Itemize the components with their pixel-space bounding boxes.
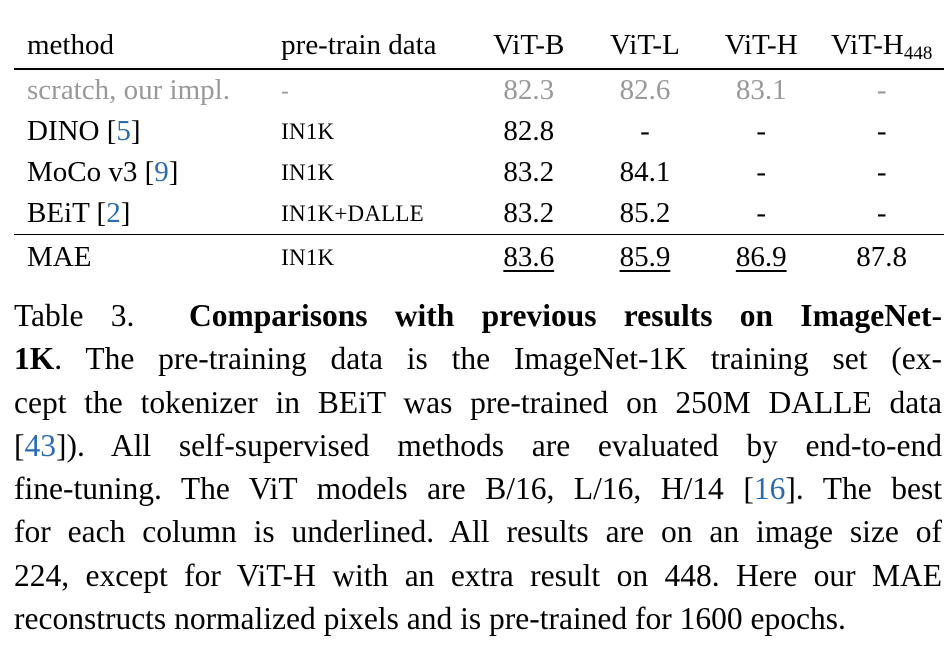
header-vit-h: ViT-H xyxy=(724,28,798,61)
caption-line: for each column is underlined. All resul… xyxy=(14,514,942,550)
caption-line: 1K. The pre-training data is the ImageNe… xyxy=(14,337,942,380)
vit-l-cell: 84.1 xyxy=(619,156,671,188)
citation-link[interactable]: 5 xyxy=(116,115,131,147)
caption-title-cont: 1K xyxy=(14,341,55,377)
vit-h-cell: - xyxy=(756,197,767,229)
best-value-underlined: 83.6 xyxy=(503,240,555,273)
citation-bracket: ] xyxy=(130,115,141,147)
vit-h448-cell: - xyxy=(876,156,887,188)
caption-line: reconstructs normalized pixels and is pr… xyxy=(14,601,846,637)
method-name: MoCo v3 [ xyxy=(27,156,155,188)
caption-text: fine-tuning. The ViT models are B/16, L/… xyxy=(14,471,754,507)
data-cell: IN1K+DALLE xyxy=(281,201,424,226)
vit-b-cell: 83.6 xyxy=(471,235,587,280)
method-cell: BEiT [2] xyxy=(14,193,281,235)
citation-link[interactable]: 9 xyxy=(154,156,169,188)
best-value-underlined: 85.9 xyxy=(619,240,671,273)
caption-text: . The pre-training data is the ImageNet-… xyxy=(54,341,942,377)
method-cell: MAE xyxy=(27,240,92,273)
table-row: DINO [5] IN1K 82.8 - - - xyxy=(14,111,944,152)
citation-bracket: ] xyxy=(168,156,179,188)
method-cell: scratch, our impl. xyxy=(27,74,230,106)
table-row-mae: MAE IN1K 83.6 85.9 86.9 87.8 xyxy=(14,235,944,280)
vit-l-cell: 82.6 xyxy=(619,74,671,106)
vit-l-cell: - xyxy=(640,115,650,147)
caption-line: 224, except for ViT-H with an extra resu… xyxy=(14,557,942,593)
table-row: MoCo v3 [9] IN1K 83.2 84.1 - - xyxy=(14,152,944,193)
vit-h448-cell: 87.8 xyxy=(856,240,908,273)
header-vit-b: ViT-B xyxy=(493,28,565,61)
vit-b-cell: 82.8 xyxy=(503,115,555,147)
method-cell: MoCo v3 [9] xyxy=(14,152,281,193)
table-row: scratch, our impl. - 82.3 82.6 83.1 - xyxy=(14,69,944,111)
caption-text: [ xyxy=(14,427,25,463)
vit-l-cell: 85.2 xyxy=(619,197,671,229)
best-value-underlined: 86.9 xyxy=(735,240,787,273)
data-cell: IN1K xyxy=(281,160,335,185)
vit-b-cell: 83.2 xyxy=(503,197,555,229)
citation-link[interactable]: 16 xyxy=(753,471,786,507)
caption-text: ]. The best xyxy=(785,471,942,507)
data-cell: IN1K xyxy=(281,244,335,270)
vit-b-cell: 82.3 xyxy=(503,74,555,106)
table-caption: Table 3. Comparisons with previous resul… xyxy=(14,294,942,640)
vit-h-cell: 86.9 xyxy=(703,235,819,280)
citation-bracket: ] xyxy=(120,197,131,229)
method-cell: DINO [5] xyxy=(14,111,281,152)
data-cell: - xyxy=(281,78,290,103)
header-vit-h448-main: ViT-H xyxy=(830,28,904,61)
table-row: BEiT [2] IN1K+DALLE 83.2 85.2 - - xyxy=(14,193,944,235)
vit-h-cell: - xyxy=(756,115,767,147)
vit-h-cell: - xyxy=(756,156,767,188)
vit-h448-cell: - xyxy=(876,197,887,229)
caption-line: [43]). All self-supervised methods are e… xyxy=(14,424,942,467)
caption-line: Table 3. Comparisons with previous resul… xyxy=(14,294,942,337)
header-pretrain-data: pre-train data xyxy=(281,28,437,61)
method-name: BEiT [ xyxy=(27,197,107,229)
header-method: method xyxy=(27,28,114,61)
caption-line: fine-tuning. The ViT models are B/16, L/… xyxy=(14,467,942,510)
header-vit-h448-sub: 448 xyxy=(903,42,933,64)
vit-h-cell: 83.1 xyxy=(735,74,787,106)
caption-text: ]). All self-supervised methods are eval… xyxy=(56,427,942,463)
vit-b-cell: 83.2 xyxy=(503,156,555,188)
vit-l-cell: 85.9 xyxy=(587,235,703,280)
header-vit-h448: ViT-H448 xyxy=(819,22,944,69)
citation-link[interactable]: 2 xyxy=(106,197,121,229)
citation-link[interactable]: 43 xyxy=(24,427,57,463)
vit-h448-cell: - xyxy=(876,74,887,106)
vit-h448-cell: - xyxy=(876,115,887,147)
header-vit-l: ViT-L xyxy=(610,28,680,61)
data-cell: IN1K xyxy=(281,119,335,144)
header-row: method pre-train data ViT-B ViT-L ViT-H … xyxy=(14,22,944,69)
caption-line: cept the tokenizer in BEiT was pre-train… xyxy=(14,384,942,420)
method-name: DINO [ xyxy=(27,115,117,147)
caption-label: Table 3. xyxy=(14,298,135,333)
caption-title: Comparisons with previous results on Ima… xyxy=(188,298,942,333)
results-table: method pre-train data ViT-B ViT-L ViT-H … xyxy=(14,22,944,279)
